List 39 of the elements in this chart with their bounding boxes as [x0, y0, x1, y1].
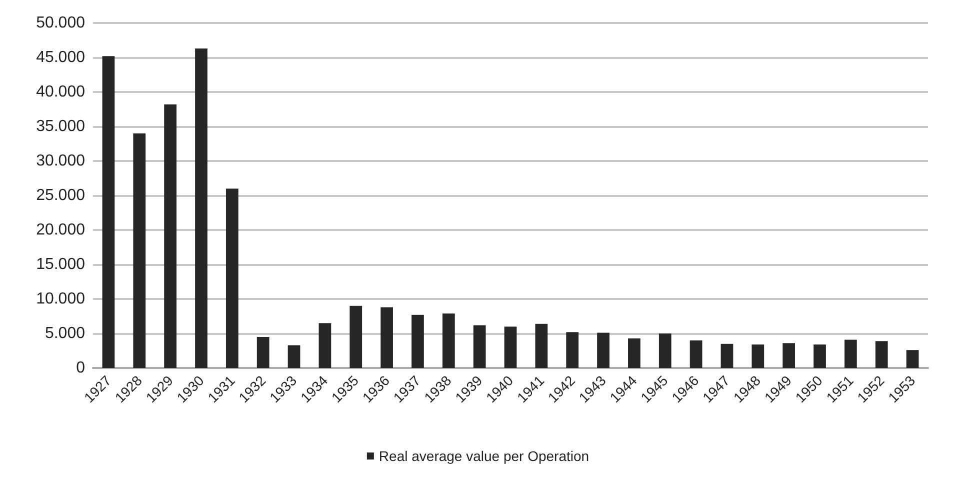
- bar: [256, 336, 270, 368]
- y-tick-label: 35.000: [36, 118, 86, 135]
- bar: [658, 334, 672, 368]
- y-tick-label: 10.000: [36, 290, 86, 308]
- y-tick-label: 30.000: [36, 152, 86, 170]
- bar: [133, 133, 146, 368]
- y-tick-label: 5.000: [44, 325, 86, 342]
- bar: [318, 323, 332, 368]
- y-tick-label: 25.000: [36, 187, 86, 204]
- bar: [226, 188, 238, 368]
- bar: [535, 324, 548, 368]
- bar: [720, 344, 734, 368]
- legend-label: Real average value per Operation: [378, 448, 590, 464]
- bar: [412, 314, 424, 368]
- bar: [380, 307, 393, 368]
- y-tick-label: 45.000: [36, 49, 86, 66]
- y-tick-label: 20.000: [36, 222, 86, 238]
- y-tick-label: 50.000: [36, 14, 86, 32]
- bar: [504, 326, 517, 368]
- bar: [814, 344, 826, 368]
- bar: [442, 313, 455, 368]
- bar: [566, 332, 579, 368]
- bar: [906, 350, 919, 368]
- y-tick-label: 15.000: [36, 256, 86, 273]
- bar: [164, 104, 176, 368]
- bar: [195, 48, 208, 368]
- bar: [752, 344, 764, 368]
- y-tick-label: 40.000: [36, 84, 86, 100]
- bar: [288, 345, 300, 368]
- bar: [875, 341, 888, 368]
- bar: [350, 306, 362, 368]
- bar: [628, 338, 640, 368]
- bar: [690, 340, 702, 368]
- bar: [473, 325, 486, 368]
- bar: [597, 332, 610, 368]
- bar: [102, 56, 115, 368]
- bar: [844, 340, 857, 368]
- bar: [782, 343, 796, 368]
- y-tick-label: 0: [76, 360, 86, 376]
